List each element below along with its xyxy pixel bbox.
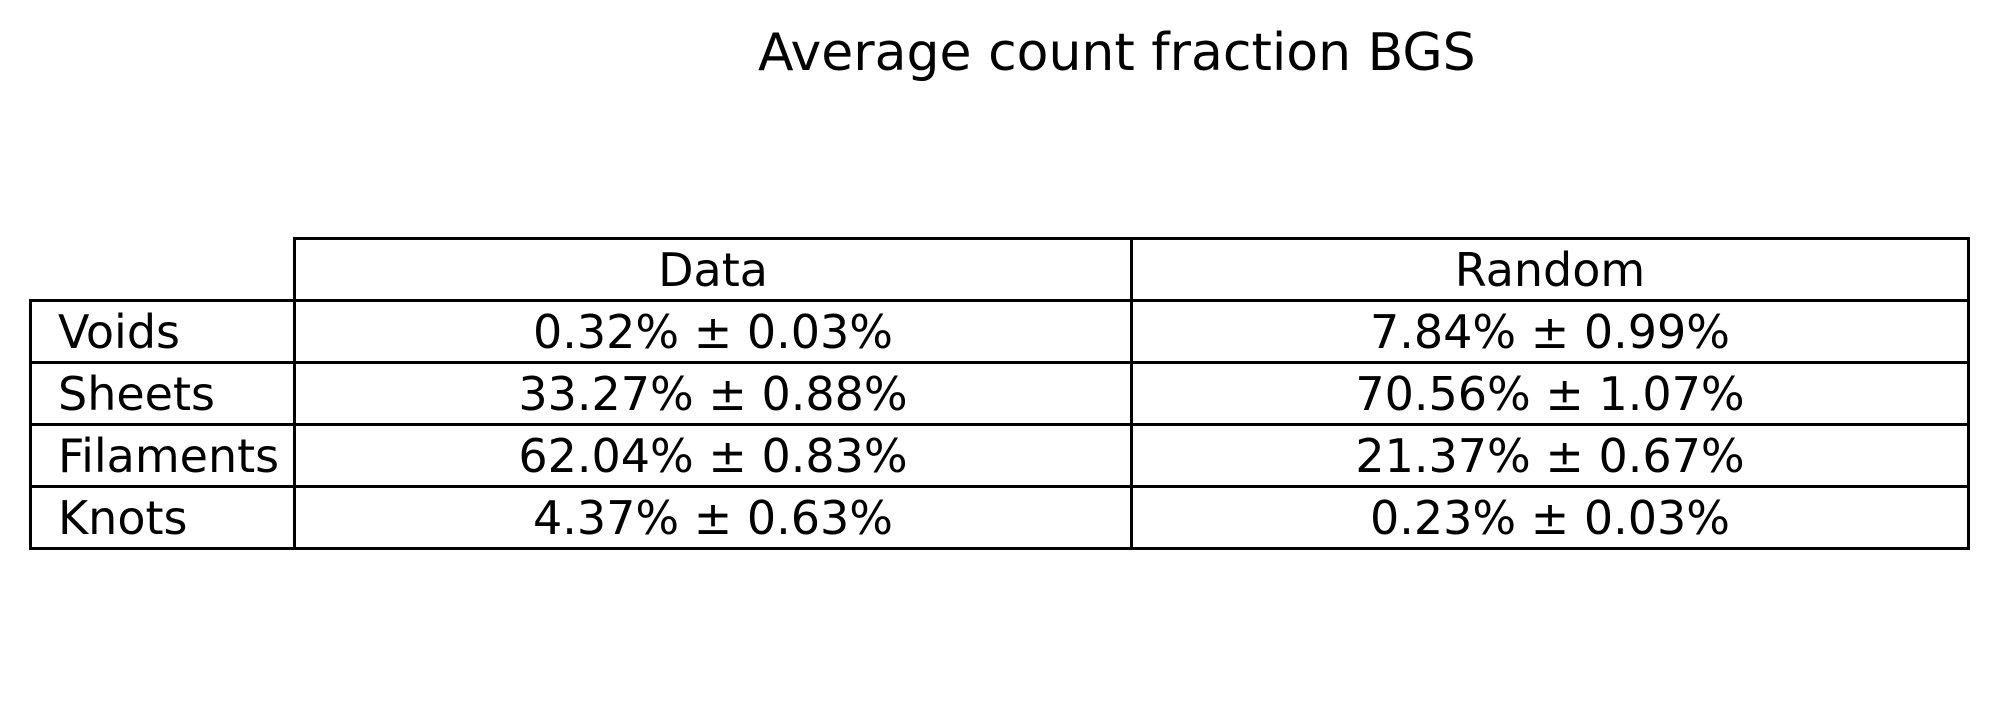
column-header-random: Random: [1130, 237, 1970, 302]
table-row-voids: Voids 0.32% ± 0.03% 7.84% ± 0.99%: [29, 299, 1970, 364]
cell-voids-random: 7.84% ± 0.99%: [1130, 299, 1970, 364]
cell-knots-data: 4.37% ± 0.63%: [293, 485, 1133, 550]
cell-filaments-random: 21.37% ± 0.67%: [1130, 423, 1970, 488]
cell-knots-random: 0.23% ± 0.03%: [1130, 485, 1970, 550]
cell-sheets-data: 33.27% ± 0.88%: [293, 361, 1133, 426]
row-header-filaments: Filaments: [29, 423, 296, 488]
results-table: Data Random Voids 0.32% ± 0.03% 7.84% ± …: [29, 237, 1970, 550]
table-row-sheets: Sheets 33.27% ± 0.88% 70.56% ± 1.07%: [29, 361, 1970, 426]
row-header-knots: Knots: [29, 485, 296, 550]
cell-filaments-data: 62.04% ± 0.83%: [293, 423, 1133, 488]
chart-title-area: Average count fraction BGS: [0, 0, 1998, 110]
row-header-sheets: Sheets: [29, 361, 296, 426]
table-row-filaments: Filaments 62.04% ± 0.83% 21.37% ± 0.67%: [29, 423, 1970, 488]
table-corner-cell: [31, 239, 295, 301]
cell-voids-data: 0.32% ± 0.03%: [293, 299, 1133, 364]
cell-sheets-random: 70.56% ± 1.07%: [1130, 361, 1970, 426]
chart-title: Average count fraction BGS: [758, 23, 1476, 83]
table-header-row: Data Random: [31, 237, 1970, 302]
table-row-knots: Knots 4.37% ± 0.63% 0.23% ± 0.03%: [29, 485, 1970, 550]
column-header-data: Data: [293, 237, 1133, 302]
row-header-voids: Voids: [29, 299, 296, 364]
